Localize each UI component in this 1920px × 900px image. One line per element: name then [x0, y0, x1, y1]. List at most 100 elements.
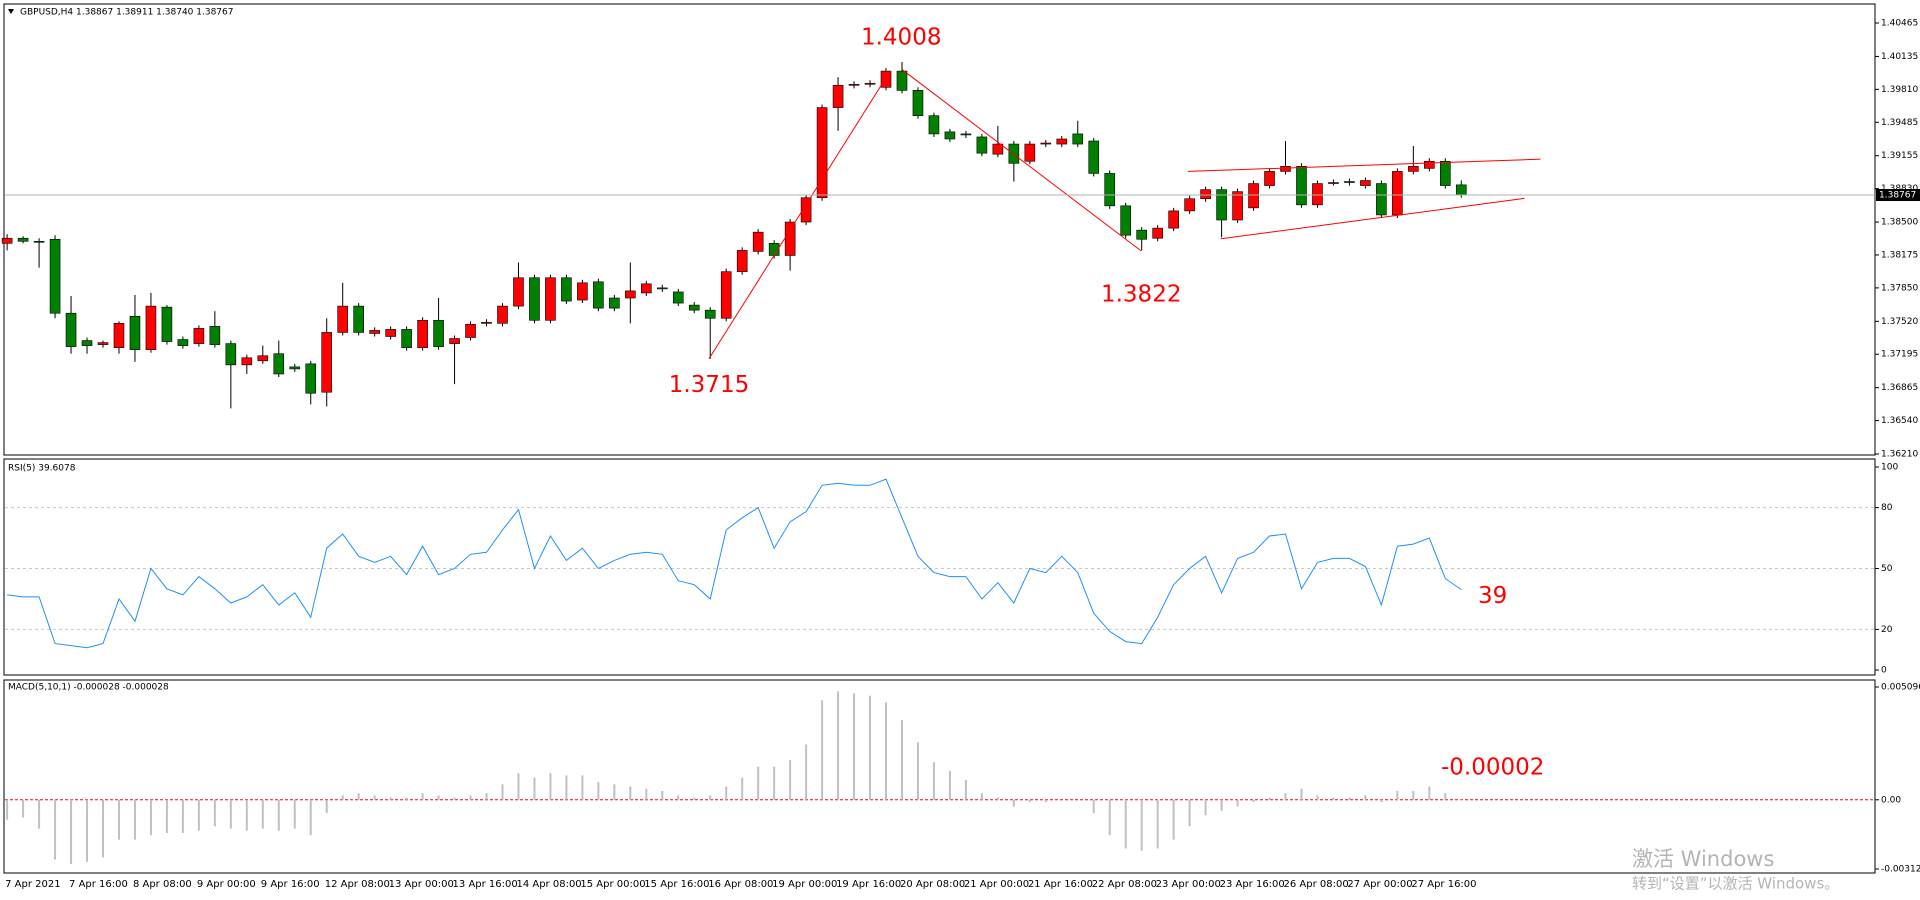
candle-body	[353, 305, 364, 333]
candle-body	[113, 323, 125, 348]
candle-body	[672, 291, 684, 304]
candle-body	[161, 306, 173, 342]
candle-body	[193, 328, 205, 344]
watermark: 转到“设置”以激活 Windows。	[1632, 875, 1839, 893]
candle-body	[241, 357, 253, 366]
x-tick-label: 21 Apr 00:00	[964, 879, 1029, 890]
candle-body	[49, 238, 61, 314]
candle-body	[1008, 143, 1020, 164]
candle-body	[656, 287, 668, 290]
y-tick-label: 20	[1881, 625, 1893, 635]
candle-body	[784, 221, 796, 256]
candle-body	[944, 131, 956, 140]
x-tick-label: 21 Apr 16:00	[1028, 879, 1093, 890]
x-tick-label: 12 Apr 08:00	[325, 879, 390, 890]
candle-body	[449, 338, 460, 344]
candle-body	[1408, 166, 1419, 172]
candle-body	[832, 84, 844, 108]
y-tick-label: 0.005096	[1881, 683, 1920, 693]
candle-body	[561, 277, 572, 302]
candle-body	[1296, 166, 1307, 206]
candle-body	[641, 283, 652, 294]
candle-body	[513, 277, 524, 307]
candle-body	[1216, 189, 1227, 221]
candle-body	[1120, 205, 1132, 236]
candle-body	[704, 309, 716, 319]
y-tick-label: 0	[1881, 666, 1887, 676]
x-tick-label: 9 Apr 16:00	[261, 879, 320, 890]
candle-body	[736, 250, 748, 272]
candle-body	[1040, 142, 1052, 145]
x-tick-label: 23 Apr 00:00	[1156, 879, 1221, 890]
annotation: 1.3715	[669, 372, 749, 398]
candle-body	[401, 329, 412, 348]
y-tick-label: 1.40135	[1881, 52, 1918, 62]
y-tick-label: 1.39485	[1881, 118, 1918, 128]
x-tick-label: 13 Apr 00:00	[389, 879, 454, 890]
candle-body	[1424, 160, 1435, 169]
x-tick-label: 13 Apr 16:00	[453, 879, 518, 890]
candle-body	[992, 143, 1004, 155]
candle-body	[433, 319, 444, 347]
candle-body	[65, 312, 77, 347]
candle-body	[912, 90, 924, 116]
candle-body	[1455, 184, 1467, 196]
candle-body	[1056, 138, 1068, 145]
watermark: 激活 Windows	[1632, 847, 1774, 871]
y-tick-label: 1.37850	[1881, 283, 1918, 293]
x-tick-label: 15 Apr 16:00	[644, 879, 709, 890]
candle-body	[1232, 191, 1243, 221]
x-tick-label: 7 Apr 2021	[5, 879, 60, 890]
candle-body	[609, 297, 620, 309]
candle-body	[976, 136, 988, 154]
candle-body	[257, 355, 269, 362]
rsi-line	[7, 478, 1462, 649]
candle-body	[17, 237, 29, 242]
candle-body	[1312, 183, 1323, 206]
candle-body	[1200, 189, 1211, 200]
candle-body	[145, 305, 157, 350]
panel-frame	[3, 679, 1876, 874]
candle-body	[1136, 229, 1147, 240]
candle-body	[1152, 227, 1163, 239]
candle-body	[33, 240, 45, 243]
candle-body	[625, 290, 636, 299]
y-tick-label: 1.39810	[1881, 85, 1918, 95]
candle-body	[1280, 166, 1291, 172]
y-tick-label: 1.37195	[1881, 350, 1918, 360]
candle-body	[1168, 210, 1179, 229]
x-tick-label: 22 Apr 08:00	[1092, 879, 1157, 890]
y-tick-label: 1.38500	[1881, 218, 1918, 228]
panel-frame	[3, 458, 1876, 676]
indicator-title: RSI(5) 39.6078	[8, 464, 76, 474]
annotation: 39	[1478, 583, 1507, 609]
annotation: 1.3822	[1101, 282, 1181, 308]
trend-line	[902, 69, 1142, 252]
trend-line	[1187, 158, 1541, 172]
trend-line	[708, 70, 891, 360]
candle-body	[816, 107, 828, 199]
y-tick-label: 1.36210	[1881, 450, 1918, 460]
candle-body	[1392, 171, 1403, 216]
candle-body	[864, 82, 876, 85]
candle-body	[1184, 198, 1195, 212]
candle-body	[752, 231, 764, 252]
x-tick-label: 9 Apr 00:00	[197, 879, 256, 890]
candle-body	[848, 83, 860, 86]
candle-body	[177, 339, 189, 346]
candle-body	[385, 329, 396, 337]
indicator-title: MACD(5,10,1) -0.000028 -0.000028	[8, 683, 169, 693]
candle-body	[129, 315, 141, 350]
candle-body	[1376, 183, 1387, 216]
y-tick-label: 50	[1881, 564, 1893, 574]
x-tick-label: 14 Apr 08:00	[516, 879, 581, 890]
candle-body	[337, 305, 348, 333]
y-tick-label: 1.36865	[1881, 383, 1918, 393]
candle-body	[880, 70, 892, 88]
candle-body	[720, 271, 732, 319]
x-tick-label: 20 Apr 08:00	[900, 879, 965, 890]
candle-body	[81, 340, 93, 346]
price-box	[1876, 188, 1920, 201]
x-tick-label: 19 Apr 16:00	[836, 879, 901, 890]
